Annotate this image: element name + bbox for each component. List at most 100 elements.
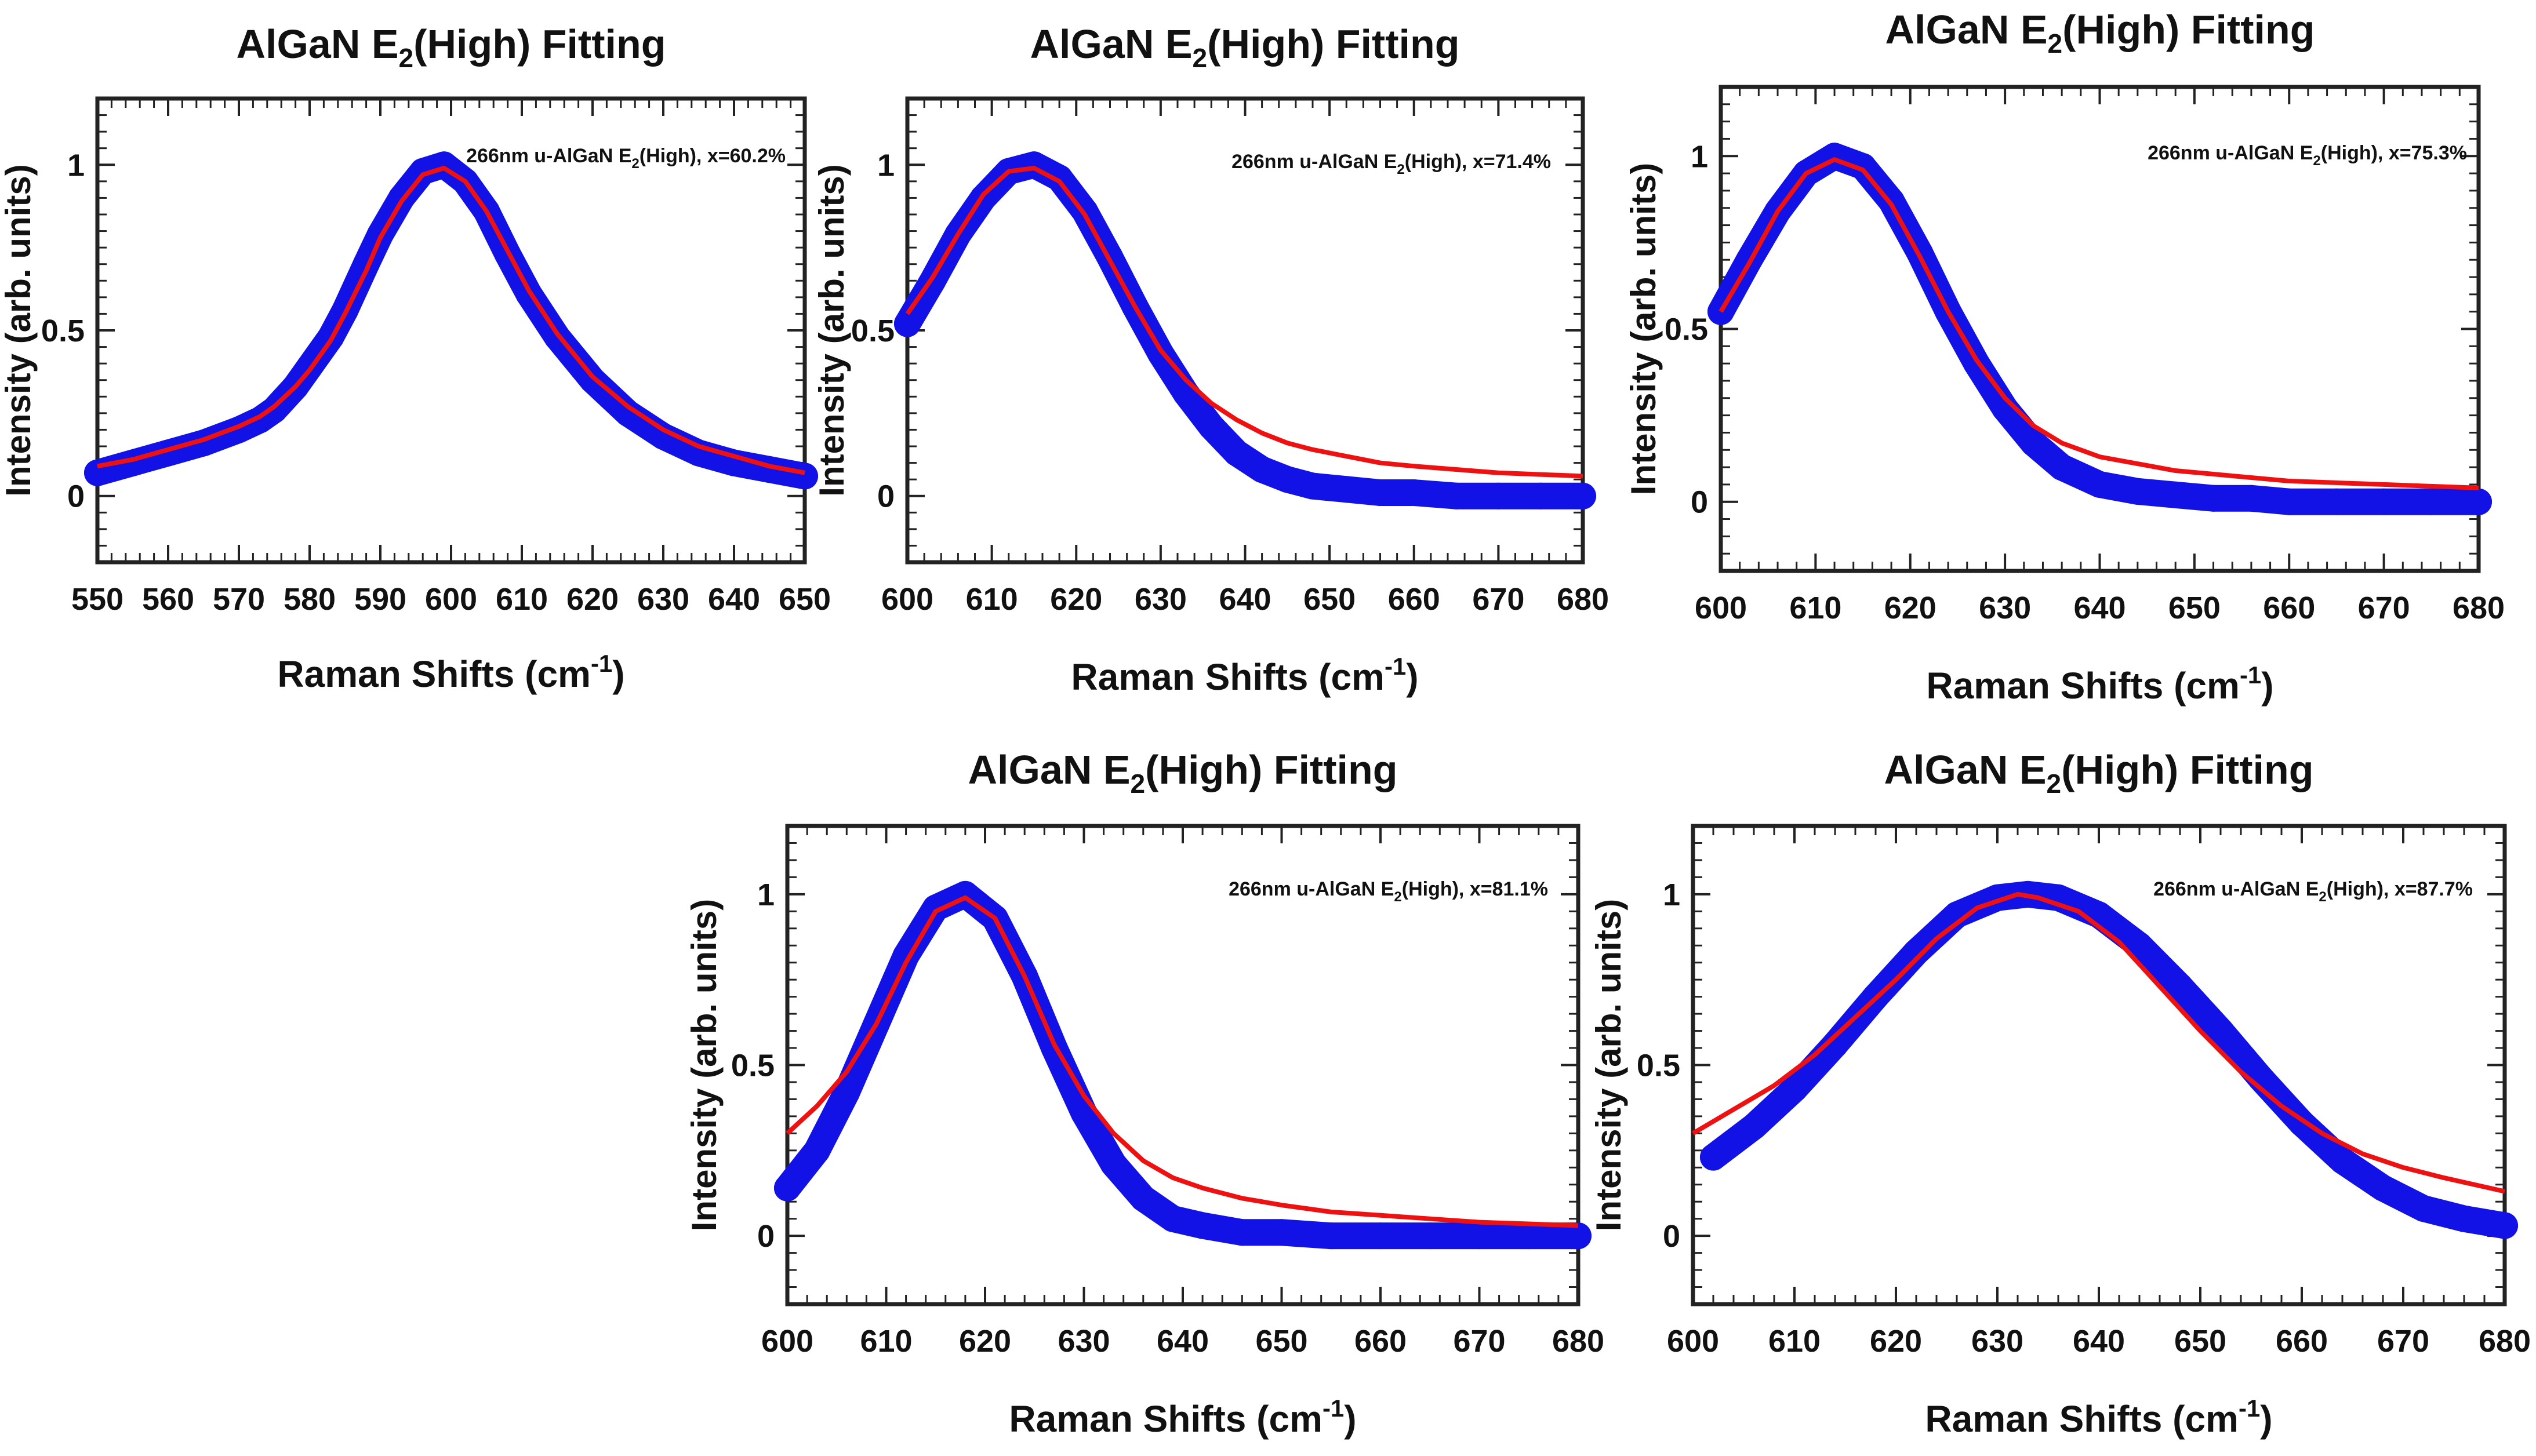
chart-title-text: AlGaN E — [236, 21, 398, 67]
x-axis-label-text: ) — [1406, 656, 1418, 698]
x-tick-label: 670 — [2377, 1324, 2429, 1359]
data-point — [2491, 1212, 2518, 1239]
data-point — [833, 1079, 860, 1106]
fit-line — [1691, 891, 2505, 1194]
data-point — [2323, 488, 2350, 515]
data-point — [1443, 482, 1470, 509]
chart-title-text: AlGaN E — [1885, 7, 2047, 52]
chart-title-subscript: 2 — [1193, 43, 1208, 73]
x-axis-label-text: Raman Shifts (cm — [1009, 1398, 1323, 1440]
data-point — [2124, 478, 2151, 505]
x-axis-label-superscript: -1 — [1385, 653, 1406, 680]
x-axis-label-text: ) — [612, 653, 624, 695]
x-axis-label-text: Raman Shifts (cm — [1926, 665, 2240, 707]
legend-label-text: 266nm u-AlGaN E — [1231, 151, 1397, 173]
legend-label-text: (High), x=71.4% — [1405, 151, 1551, 173]
data-point — [2237, 485, 2265, 512]
chart-title-text: AlGaN E — [1884, 747, 2046, 792]
y-axis-label: Intensity (arb. units) — [1624, 163, 1663, 495]
y-axis-label: Intensity (arb. units) — [1589, 899, 1628, 1231]
data-point — [1822, 1031, 1848, 1058]
x-tick-label: 620 — [1884, 591, 1936, 625]
data-point — [922, 894, 949, 922]
x-tick-label: 630 — [1979, 591, 2031, 625]
data-point — [1515, 1222, 1542, 1250]
data-point — [1299, 472, 1326, 500]
data-point — [1781, 1075, 1808, 1102]
x-tick-label: 680 — [2453, 591, 2505, 625]
x-axis-label-superscript: -1 — [1323, 1395, 1344, 1422]
data-point — [1850, 153, 1877, 180]
x-axis-label-superscript: -1 — [2239, 1395, 2260, 1422]
data-point — [2451, 1205, 2477, 1232]
data-point — [1198, 413, 1225, 440]
x-tick-label: 640 — [1157, 1324, 1209, 1359]
x-axis-label-text: Raman Shifts (cm — [277, 653, 591, 695]
data-point — [2162, 481, 2189, 508]
data-point — [2329, 1147, 2356, 1174]
y-tick-label: 0 — [1691, 485, 1708, 520]
y-tick-label: 0 — [1663, 1219, 1680, 1254]
data-point — [1070, 1100, 1098, 1126]
x-tick-label: 650 — [2174, 1324, 2226, 1359]
data-point — [2167, 973, 2193, 1000]
y-axis-label: Intensity (arb. units) — [0, 164, 38, 496]
data-point — [1159, 1205, 1186, 1232]
legend-label-text: 266nm u-AlGaN E — [466, 145, 631, 167]
data-point — [774, 1174, 801, 1202]
data-point — [1527, 482, 1554, 509]
legend-label: 266nm u-AlGaN E2(High), x=87.7% — [2153, 878, 2473, 905]
x-tick-label: 620 — [959, 1324, 1011, 1359]
y-tick-label: 0.5 — [1665, 312, 1708, 347]
x-axis-label-text: Raman Shifts (cm — [1925, 1398, 2239, 1440]
legend-label-subscript: 2 — [1394, 889, 1401, 905]
chart-panel-1: 550 560 570 580 590 600 610 620 630 640 650 0 0.5 1 Al… — [0, 21, 831, 695]
data-point — [2410, 1195, 2437, 1222]
chart-title: AlGaN E2(High) Fitting — [236, 21, 666, 73]
chart-title-subscript: 2 — [2048, 28, 2063, 59]
x-tick-label: 580 — [284, 582, 336, 617]
data-point — [1189, 1212, 1216, 1239]
x-tick-label: 600 — [761, 1324, 813, 1359]
data-point — [1700, 1144, 1727, 1171]
data-point — [1741, 1113, 1767, 1140]
data-point — [615, 399, 641, 427]
x-axis-label-text: Raman Shifts (cm — [1071, 656, 1385, 698]
data-point — [1172, 380, 1200, 407]
x-axis-label-text: ) — [2261, 665, 2273, 707]
x-tick-label: 640 — [2073, 1324, 2125, 1359]
legend-label-text: (High), x=60.2% — [640, 145, 786, 167]
legend-label-subscript: 2 — [1397, 162, 1404, 177]
y-tick-label: 1 — [1663, 878, 1680, 912]
data-point — [2418, 488, 2445, 515]
data-point — [2048, 454, 2076, 481]
x-axis-label-superscript: -1 — [591, 650, 612, 677]
y-axis-label: Intensity (arb. units) — [812, 164, 851, 496]
data-point — [1565, 1222, 1592, 1250]
chart-title-subscript: 2 — [2047, 769, 2062, 799]
y-tick-label: 0.5 — [731, 1049, 775, 1083]
x-tick-label: 600 — [881, 582, 933, 617]
legend-label: 266nm u-AlGaN E2(High), x=60.2% — [466, 145, 786, 172]
x-tick-label: 560 — [142, 582, 194, 617]
x-tick-label: 670 — [1453, 1324, 1505, 1359]
chart-title-subscript: 2 — [399, 43, 414, 73]
legend-label-text: (High), x=81.1% — [1402, 878, 1548, 900]
x-tick-label: 600 — [1667, 1324, 1719, 1359]
chart-title-text: (High) Fitting — [413, 21, 666, 67]
legend-label: 266nm u-AlGaN E2(High), x=75.3% — [2148, 142, 2467, 169]
x-tick-label: 650 — [1255, 1324, 1307, 1359]
data-point — [1943, 901, 1970, 929]
x-tick-label: 620 — [1050, 582, 1102, 617]
x-tick-label: 660 — [2263, 591, 2315, 625]
data-point — [1317, 1222, 1345, 1250]
chart-title: AlGaN E2(High) Fitting — [1030, 21, 1459, 73]
x-tick-label: 650 — [779, 582, 831, 617]
x-tick-label: 680 — [1557, 582, 1609, 617]
chart-title-text: (High) Fitting — [1207, 21, 1459, 67]
x-tick-label: 610 — [496, 582, 548, 617]
data-point — [1248, 456, 1276, 483]
